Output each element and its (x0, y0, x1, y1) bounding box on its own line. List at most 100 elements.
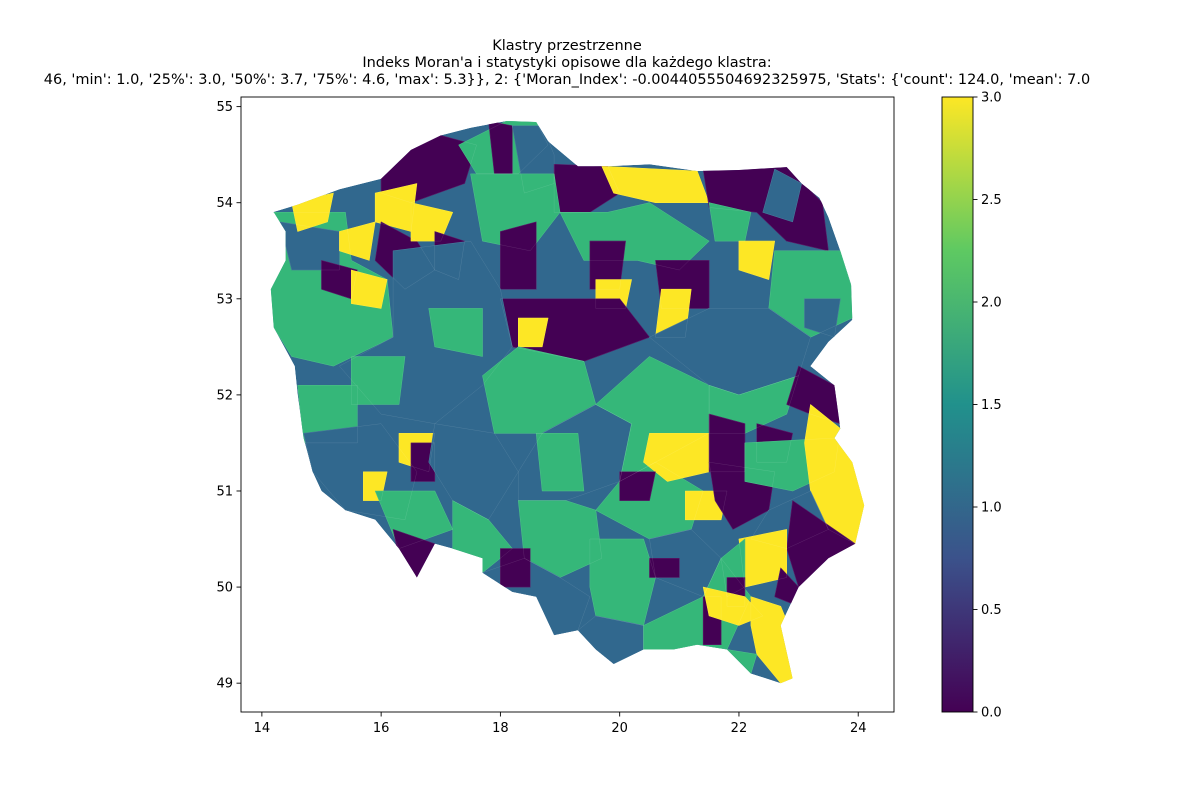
region-border (339, 240, 513, 424)
region-border (738, 529, 787, 588)
title-line-3: 46, 'min': 1.0, '25%': 3.0, '50%': 3.7, … (43, 72, 1091, 88)
colorbar-tick-label: 3.0 (981, 91, 1002, 106)
region-border (363, 471, 388, 501)
y-tick-label: 50 (216, 581, 233, 596)
region-border (375, 183, 418, 232)
region-border (398, 433, 436, 473)
x-axis: 14 16 18 20 22 24 (254, 712, 867, 736)
region-border (518, 500, 603, 578)
region-border (595, 356, 710, 482)
region-cluster-3 (339, 221, 376, 261)
region-border (655, 260, 710, 309)
region-cluster-3 (804, 404, 865, 545)
region-border (500, 221, 537, 290)
y-tick-label: 54 (216, 196, 233, 211)
region-cluster-0 (500, 221, 537, 290)
region-border (518, 317, 549, 347)
region-border (726, 577, 746, 607)
region-border (685, 490, 728, 520)
region-border (339, 221, 376, 261)
region-border (595, 461, 704, 540)
colorbar-tick-label: 2.5 (981, 193, 1002, 208)
y-axis: 49 50 51 52 53 54 55 (216, 100, 241, 692)
y-tick-label: 53 (216, 292, 233, 307)
region-cluster-3 (350, 269, 388, 309)
map-regions (270, 121, 865, 684)
region-border (762, 168, 802, 223)
region-border (744, 428, 841, 492)
region-cluster-3 (601, 165, 710, 203)
region-border (482, 558, 591, 636)
region-border (279, 221, 340, 271)
region-cluster-2 (350, 356, 406, 405)
colorbar-tick-label: 0.5 (981, 603, 1002, 618)
region-border (589, 538, 656, 626)
colorbar (941, 96, 974, 713)
region-border (738, 240, 775, 280)
colorbar-tick-label: 1.5 (981, 398, 1002, 413)
region-cluster-2 (535, 432, 585, 492)
region-border (535, 433, 585, 492)
region-cluster-2 (589, 538, 656, 626)
map-axes-frame (240, 96, 895, 713)
region-border (303, 423, 418, 521)
region-cluster-3 (517, 317, 549, 348)
figure-title: Klastry przestrzenne Indeks Moran'a i st… (0, 38, 1200, 98)
region-border (458, 121, 549, 175)
region-border (434, 231, 465, 280)
region-border (452, 500, 513, 573)
x-tick-label: 14 (254, 721, 271, 736)
region-border (708, 375, 799, 434)
region-border (351, 269, 388, 309)
region-border (655, 289, 692, 338)
x-tick-label: 22 (731, 721, 748, 736)
region-border (786, 365, 841, 424)
region-border (428, 308, 483, 357)
region-border (643, 433, 710, 482)
region-border (649, 308, 811, 396)
region-cluster-0 (786, 500, 856, 588)
region-border (708, 202, 752, 242)
title-line-2: Indeks Moran'a i statystyki opisowe dla … (362, 55, 772, 71)
y-tick-label: 55 (216, 100, 233, 115)
region-border (380, 135, 477, 203)
region-border (321, 260, 358, 300)
region-border (351, 356, 406, 405)
region-border (482, 346, 597, 434)
colorbar-tick-label: 1.0 (981, 501, 1002, 516)
title-line-1: Klastry przestrzenne (492, 38, 642, 54)
region-cluster-2 (470, 173, 561, 252)
region-border (374, 221, 436, 290)
region-border (374, 490, 453, 549)
region-cluster-1 (762, 168, 802, 223)
y-tick-label: 52 (216, 388, 233, 403)
x-tick-label: 24 (850, 721, 867, 736)
region-cluster-3 (643, 432, 710, 482)
y-tick-label: 51 (216, 484, 233, 499)
colorbar-axis: 0.0 0.5 1.0 1.5 2.0 2.5 3.0 (973, 91, 1002, 721)
region-border (410, 202, 453, 242)
region-cluster-0 (410, 442, 436, 482)
region-cluster-0 (649, 557, 680, 578)
colorbar-tick-label: 2.0 (981, 296, 1002, 311)
region-cluster-2 (428, 308, 483, 357)
region-border (750, 490, 829, 549)
region-border (720, 538, 746, 598)
region-border (708, 413, 746, 472)
colorbar-tick-label: 0.0 (981, 706, 1002, 721)
region-border (703, 596, 722, 645)
x-tick-label: 20 (611, 721, 628, 736)
region-border (428, 423, 519, 521)
region-border (702, 586, 764, 626)
region-border (512, 125, 555, 194)
region-border (470, 173, 561, 252)
x-tick-label: 18 (492, 721, 509, 736)
region-border (500, 298, 650, 362)
region-border (488, 121, 513, 175)
country-clipped-group (270, 121, 865, 684)
region-border (708, 461, 775, 530)
x-tick-label: 16 (373, 721, 390, 736)
region-border (577, 615, 644, 665)
region-border (649, 529, 722, 597)
